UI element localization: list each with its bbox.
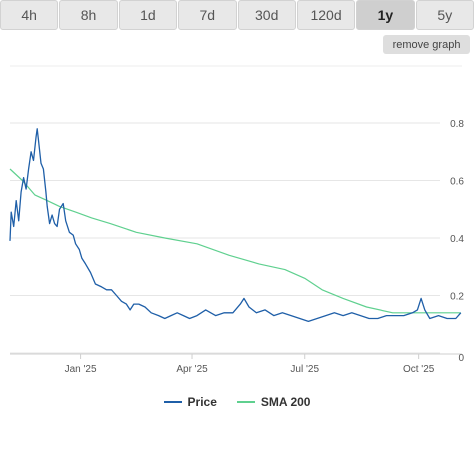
tab-1y[interactable]: 1y — [356, 0, 415, 30]
tab-4h[interactable]: 4h — [0, 0, 59, 30]
y-tick-label: 0.6 — [450, 177, 464, 188]
y-tick-label: 0.8 — [450, 119, 464, 130]
y-tick-label: 0.2 — [450, 292, 464, 303]
chart-series — [9, 128, 462, 323]
grid-lines — [10, 65, 462, 355]
x-tick-label: Apr '25 — [176, 364, 208, 375]
x-axis-labels: Jan '25 Apr '25 Jul '25 Oct '25 — [65, 354, 435, 375]
y-axis-labels: 0 0.2 0.4 0.6 0.8 — [450, 119, 464, 364]
tab-30d[interactable]: 30d — [237, 0, 296, 30]
timeframe-tabs: 4h 8h 1d 7d 30d 120d 1y 5y — [0, 0, 474, 31]
price-chart: 0 0.2 0.4 0.6 0.8 Jan '25 Apr '25 Jul '25 Oct '… — [9, 65, 464, 375]
legend-item-price[interactable]: Price — [163, 395, 217, 409]
tab-1d[interactable]: 1d — [118, 0, 178, 30]
legend-item-sma[interactable]: SMA 200 — [236, 395, 311, 409]
legend-label-price: Price — [187, 395, 217, 409]
remove-graph-button[interactable]: remove graph — [383, 35, 470, 54]
y-tick-label: 0 — [458, 353, 464, 364]
legend-swatch-sma — [236, 401, 255, 403]
tab-5y[interactable]: 5y — [415, 0, 474, 30]
y-tick-label: 0.4 — [450, 234, 464, 245]
sma-200-series-line — [9, 168, 461, 314]
x-tick-label: Jan '25 — [65, 364, 97, 375]
chart-legend: Price SMA 200 — [0, 392, 474, 412]
x-tick-label: Oct '25 — [403, 364, 435, 375]
tab-7d[interactable]: 7d — [178, 0, 237, 30]
legend-label-sma: SMA 200 — [260, 395, 311, 409]
tab-8h[interactable]: 8h — [59, 0, 118, 30]
legend-swatch-price — [163, 401, 182, 403]
tab-120d[interactable]: 120d — [296, 0, 356, 30]
x-tick-label: Jul '25 — [290, 364, 319, 375]
price-series-line — [9, 128, 462, 323]
